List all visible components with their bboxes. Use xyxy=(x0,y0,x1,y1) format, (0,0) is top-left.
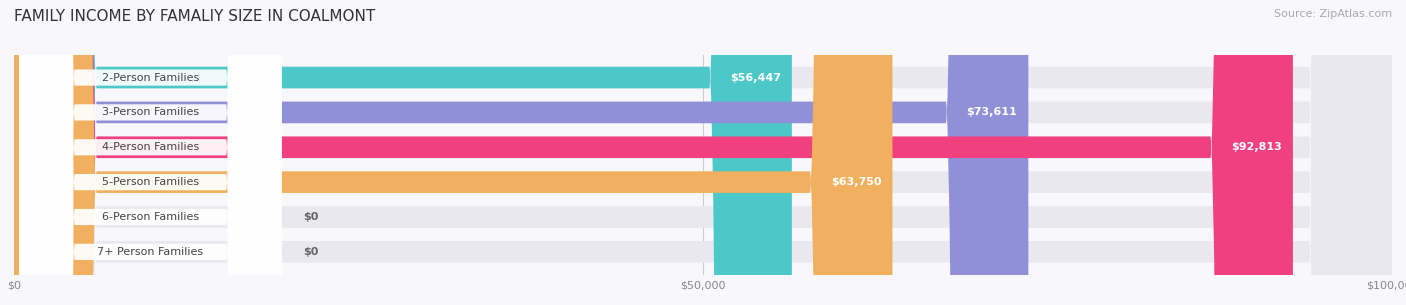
FancyBboxPatch shape xyxy=(14,0,893,305)
Text: $0: $0 xyxy=(304,212,319,222)
Text: 4-Person Families: 4-Person Families xyxy=(101,142,200,152)
Text: 3-Person Families: 3-Person Families xyxy=(101,107,200,117)
FancyBboxPatch shape xyxy=(14,0,1392,305)
FancyBboxPatch shape xyxy=(14,0,1028,305)
FancyBboxPatch shape xyxy=(14,0,1392,305)
Text: $56,447: $56,447 xyxy=(730,73,780,83)
FancyBboxPatch shape xyxy=(14,0,1392,305)
Text: 5-Person Families: 5-Person Families xyxy=(101,177,200,187)
FancyBboxPatch shape xyxy=(20,0,281,305)
Text: 6-Person Families: 6-Person Families xyxy=(101,212,200,222)
Text: $73,611: $73,611 xyxy=(966,107,1018,117)
FancyBboxPatch shape xyxy=(14,0,792,305)
FancyBboxPatch shape xyxy=(14,0,1392,305)
Text: Source: ZipAtlas.com: Source: ZipAtlas.com xyxy=(1274,9,1392,19)
Text: 7+ Person Families: 7+ Person Families xyxy=(97,247,204,257)
FancyBboxPatch shape xyxy=(20,0,281,305)
FancyBboxPatch shape xyxy=(20,0,281,305)
FancyBboxPatch shape xyxy=(14,0,1392,305)
FancyBboxPatch shape xyxy=(14,0,1294,305)
Text: 2-Person Families: 2-Person Families xyxy=(101,73,200,83)
Text: $63,750: $63,750 xyxy=(831,177,882,187)
Text: $92,813: $92,813 xyxy=(1232,142,1282,152)
Text: FAMILY INCOME BY FAMALIY SIZE IN COALMONT: FAMILY INCOME BY FAMALIY SIZE IN COALMON… xyxy=(14,9,375,24)
FancyBboxPatch shape xyxy=(14,0,1392,305)
Text: $0: $0 xyxy=(304,247,319,257)
FancyBboxPatch shape xyxy=(20,0,281,305)
FancyBboxPatch shape xyxy=(20,0,281,305)
FancyBboxPatch shape xyxy=(20,0,281,305)
